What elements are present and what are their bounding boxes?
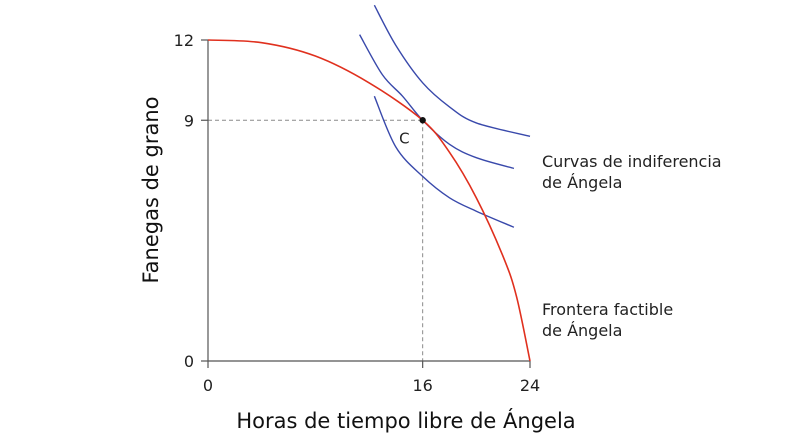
indifference-curves-label-line-2: de Ángela (542, 173, 622, 192)
guide-lines (208, 119, 424, 361)
y-tick-label: 12 (174, 31, 194, 50)
indifference-curve-3 (373, 4, 531, 137)
indifference-curves-label-line-1: Curvas de indiferencia (542, 152, 722, 171)
feasible-frontier-curve (207, 39, 531, 362)
frontier-label-line-1: Frontera factible (542, 300, 673, 319)
frontier-label: Frontera factible de Ángela (542, 300, 678, 340)
x-tick-label: 16 (412, 376, 432, 395)
point-c-label: C (399, 129, 409, 147)
axis-ticks: 0 9 12 0 16 24 (174, 31, 541, 395)
y-axis-title: Fanegas de grano (139, 97, 163, 284)
y-tick-label: 0 (184, 352, 194, 371)
annotations: Horas de tiempo libre de Ángela Fanegas … (139, 97, 727, 433)
indifference-curve-1 (373, 95, 515, 228)
x-tick-label: 0 (203, 376, 213, 395)
frontier-label-line-2: de Ángela (542, 321, 622, 340)
point-c-group: C (399, 117, 426, 147)
y-tick-label: 9 (184, 111, 194, 130)
x-axis-title: Horas de tiempo libre de Ángela (236, 408, 575, 433)
point-c-marker (419, 117, 426, 124)
axes (207, 40, 530, 362)
indifference-curves-label: Curvas de indiferencia de Ángela (542, 152, 727, 192)
x-tick-label: 24 (520, 376, 540, 395)
curves (207, 4, 531, 362)
indifference-curve-2 (359, 34, 515, 170)
